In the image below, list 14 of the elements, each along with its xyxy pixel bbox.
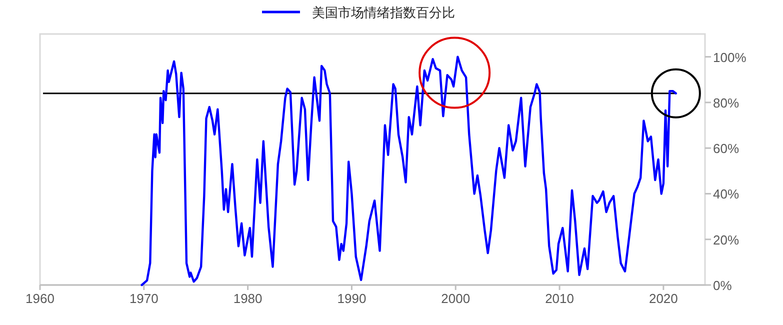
x-tick-label: 1960 — [26, 291, 54, 306]
x-tick-label: 2010 — [545, 291, 574, 306]
x-tick-label: 1990 — [337, 291, 366, 306]
y-tick-label: 40% — [713, 186, 740, 202]
y-tick-label: 60% — [713, 141, 740, 156]
y-tick-label: 100% — [713, 50, 747, 65]
x-tick-label: 2020 — [648, 291, 678, 306]
x-tick-label: 2000 — [441, 291, 470, 306]
y-tick-label: 80% — [713, 95, 740, 110]
x-tick-label: 1970 — [129, 291, 158, 306]
y-tick-label: 0% — [713, 278, 732, 293]
x-tick-label: 1980 — [233, 291, 262, 306]
legend-label: 美国市场情绪指数百分比 — [312, 5, 455, 20]
y-tick-label: 20% — [713, 232, 740, 248]
